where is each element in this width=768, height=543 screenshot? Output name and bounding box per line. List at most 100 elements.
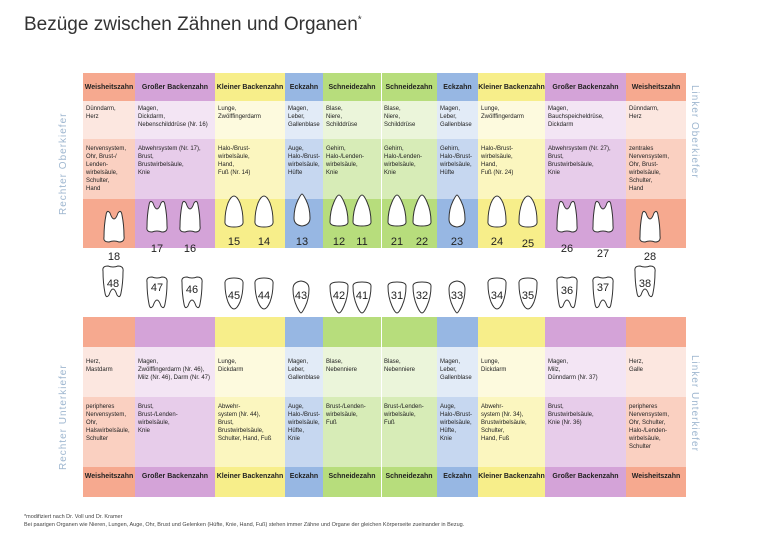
tooth-type-header: Eckzahn <box>289 84 319 91</box>
body-region-list-line: Halo-/Brust- <box>481 146 514 152</box>
upper-column-eckzahn: Eckzahn Magen, Leber, Gallenblase Auge, Halo-… <box>285 73 323 248</box>
body-region-list-line: Knie <box>440 436 453 442</box>
tooth-outline <box>412 281 432 314</box>
tooth-number-41: 41 <box>355 290 369 302</box>
tooth-number-34: 34 <box>490 290 504 302</box>
body-region-list-line: wirbelsäule, <box>326 412 358 418</box>
tooth-number-13: 13 <box>295 236 309 248</box>
organ-list-line: Magen, <box>288 359 309 365</box>
tooth-molar-26 <box>556 200 578 233</box>
tooth-band <box>545 317 626 347</box>
tooth-band <box>437 317 478 347</box>
body-region-list: Halo-/Brust-wirbelsäule, Hand, Fuß (Nr. 14… <box>218 145 283 225</box>
tooth-outline <box>103 210 125 243</box>
tooth-incisor-32 <box>412 281 432 314</box>
body-region-list: Abwehr-system (Nr. 34), Brustwirbelsäule,… <box>481 403 543 465</box>
header-band <box>437 73 478 101</box>
body-region-band <box>215 397 285 467</box>
organ-list-line: Gallenblase <box>288 122 320 128</box>
header-band <box>381 73 437 101</box>
organ-list: Herz, Mastdarm <box>86 358 133 394</box>
organ-list-line: Herz, <box>86 359 101 365</box>
tooth-type-header: Weisheitszahn <box>84 84 134 91</box>
body-region-list-line: wirbelsäule, <box>481 154 513 160</box>
body-region-list-line: system (Nr. 44), <box>218 412 261 418</box>
tooth-canine-33 <box>448 280 466 314</box>
tooth-outline <box>254 195 274 228</box>
tooth-premolar-45 <box>224 277 244 310</box>
tooth-type-header: Großer Backenzahn <box>141 473 209 480</box>
tooth-number-47: 47 <box>150 282 164 294</box>
tooth-molar-17 <box>146 200 168 233</box>
tooth-molar-37 <box>592 276 614 309</box>
tooth-number-14: 14 <box>257 236 271 248</box>
tooth-incisor-22 <box>412 194 432 227</box>
organ-list-line: Dickdarm <box>218 367 244 373</box>
tooth-number-12: 12 <box>332 236 346 248</box>
organ-list-line: Dünndarm, <box>629 106 659 112</box>
tooth-outline <box>293 193 311 227</box>
organ-list-line: Nebenschilddrüse (Nr. 16) <box>138 122 208 128</box>
body-region-list-line: Hand <box>86 186 101 192</box>
tooth-outline <box>448 194 466 228</box>
organ-list: Magen, Bauchspeicheldrüse, Dickdarm <box>548 105 624 139</box>
body-region-list: Brust-/Lenden-wirbelsäule, Fuß <box>326 403 379 465</box>
organ-list-line: Milz (Nr. 46), Darm (Nr. 47) <box>138 375 211 381</box>
header-band <box>478 73 545 101</box>
body-region-list-line: Halswirbelsäule, <box>86 428 130 434</box>
tooth-canine-23 <box>448 194 466 228</box>
label-linker-oberkiefer: Linker Oberkiefer <box>689 85 700 179</box>
organ-band <box>626 347 686 397</box>
body-region-list-line: Hüfte <box>288 170 303 176</box>
tooth-number-42: 42 <box>332 290 346 302</box>
organ-list: Lunge, Dickdarm <box>481 358 543 394</box>
lower-column-schneidezahn: Blase, Nebenniere Brust-/Lenden-wirbelsäul… <box>323 317 381 497</box>
tooth-outline <box>387 281 407 314</box>
tooth-number-46: 46 <box>185 284 199 296</box>
organ-list-line: Blase, <box>326 106 343 112</box>
body-band <box>285 139 323 199</box>
midline-divider <box>381 317 382 497</box>
tooth-molar-48 <box>102 265 124 298</box>
body-region-list-line: Schulter, Hand, Fuß <box>218 436 272 442</box>
organ-band <box>626 101 686 139</box>
body-region-list-line: Knie <box>326 170 339 176</box>
body-region-list-line: Brust, <box>218 420 234 426</box>
body-region-list-line: Brust-/Lenden- <box>384 404 424 410</box>
organ-band <box>285 347 323 397</box>
tooth-outline <box>448 280 466 314</box>
tooth-number-26: 26 <box>560 243 574 255</box>
tooth-number-35: 35 <box>521 290 535 302</box>
tooth-outline <box>292 280 310 314</box>
body-region-list-line: Abwehr- <box>481 404 504 410</box>
tooth-outline <box>556 200 578 233</box>
tooth-number-28: 28 <box>643 251 657 263</box>
header-band <box>135 467 215 497</box>
body-region-list-line: Fuß (Nr. 24) <box>481 170 514 176</box>
tooth-number-22: 22 <box>415 236 429 248</box>
body-region-list: Brust, Brustwirbelsäule, Knie (Nr. 36) <box>548 403 624 465</box>
tooth-incisor-21 <box>387 194 407 227</box>
tooth-number-44: 44 <box>257 290 271 302</box>
organ-list: Magen, Leber, Gallenblase <box>288 105 321 139</box>
body-region-list: Brust-/Lenden-wirbelsäule, Fuß <box>384 403 435 465</box>
body-region-list-line: Brust, <box>138 404 154 410</box>
body-region-list-line: Halo-/Brust- <box>218 146 251 152</box>
tooth-outline <box>412 194 432 227</box>
body-region-list-line: Auge, <box>288 404 304 410</box>
body-region-list-line: Schulter <box>86 436 109 442</box>
organ-list-line: Niere, <box>326 114 343 120</box>
organ-list-line: Leber, <box>440 114 457 120</box>
tooth-number-43: 43 <box>294 290 308 302</box>
organ-band <box>215 101 285 139</box>
organ-band <box>545 347 626 397</box>
lower-column-eckzahn: Magen, Leber, Gallenblase Auge, Halo-/Brust-… <box>437 317 478 497</box>
organ-band <box>135 101 215 139</box>
organ-list: Magen, Milz, Dünndarm (Nr. 37) <box>548 358 624 394</box>
tooth-band <box>135 317 215 347</box>
organ-list-line: Galle <box>629 367 644 373</box>
organ-list: Magen, Leber, Gallenblase <box>288 358 321 394</box>
organ-list-line: Gallenblase <box>440 122 472 128</box>
organ-list: Blase, Nebenniere <box>326 358 379 394</box>
body-region-list: Halo-/Brust-wirbelsäule, Hand, Fuß (Nr. 24… <box>481 145 543 225</box>
